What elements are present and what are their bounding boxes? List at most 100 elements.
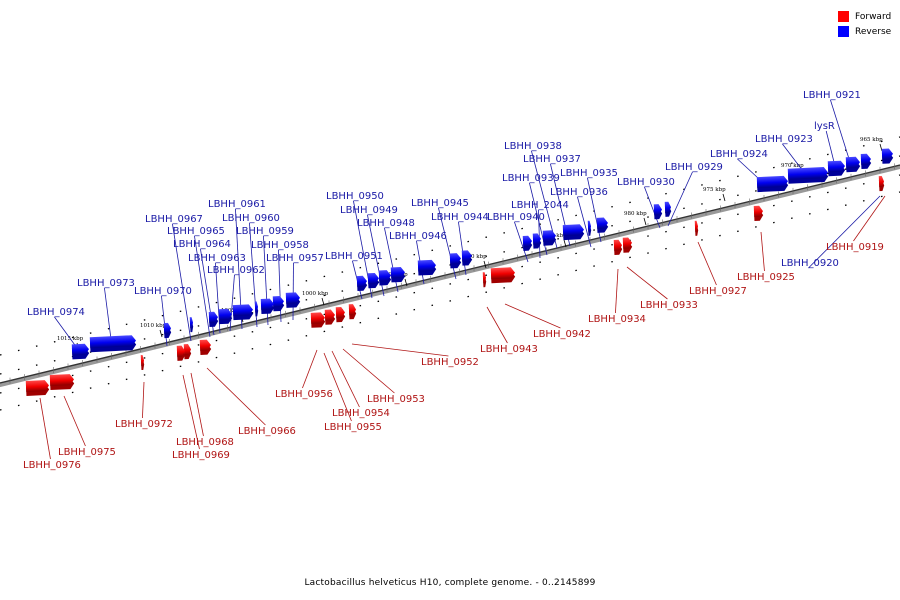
reverse-gene-label: LBHH_0939 xyxy=(502,173,560,184)
reverse-gene-label: LBHH_0959 xyxy=(236,226,294,237)
reverse-gene-feature[interactable] xyxy=(417,259,437,276)
reverse-gene-feature[interactable] xyxy=(189,317,194,333)
reverse-gene-label: LBHH_0921 xyxy=(803,90,861,101)
forward-gene-label: LBHH_0955 xyxy=(324,422,382,433)
reverse-gene-label: LBHH_0920 xyxy=(781,258,839,269)
reverse-gene-label: LBHH_0960 xyxy=(222,213,280,224)
reverse-gene-feature[interactable] xyxy=(827,160,846,177)
reverse-gene-feature[interactable] xyxy=(461,250,473,266)
tick-label: 1010 kbp xyxy=(140,323,167,329)
reverse-gene-feature[interactable] xyxy=(390,266,406,283)
forward-gene-feature[interactable] xyxy=(199,339,212,355)
forward-gene-feature[interactable] xyxy=(25,380,50,396)
reverse-gene-feature[interactable] xyxy=(232,304,254,321)
tick-marks xyxy=(9,163,895,384)
forward-gene-feature[interactable] xyxy=(183,344,192,360)
tick-label: 970 kbp xyxy=(781,163,804,169)
reverse-gene-feature[interactable] xyxy=(163,322,172,339)
legend-reverse: Reverse xyxy=(838,24,891,39)
reverse-gene-feature[interactable] xyxy=(208,311,219,327)
forward-gene-label: LBHH_0943 xyxy=(480,344,538,355)
reverse-gene-feature[interactable] xyxy=(664,201,672,217)
reverse-gene-label: LBHH_0958 xyxy=(251,240,309,251)
forward-gene-feature[interactable] xyxy=(613,239,623,255)
reverse-gene-feature[interactable] xyxy=(587,220,592,236)
reverse-gene-feature[interactable] xyxy=(378,270,392,286)
reverse-gene-label: LBHH_0930 xyxy=(617,177,675,188)
reverse-gene-label: LBHH_0935 xyxy=(560,168,618,179)
reverse-gene-label: LBHH_2044 xyxy=(511,200,569,211)
tick-label: 990 kbp xyxy=(464,254,487,260)
genome-axis xyxy=(0,164,900,387)
forward-gene-feature[interactable] xyxy=(694,220,699,236)
reverse-gene-feature[interactable] xyxy=(71,343,90,360)
legend: Forward Reverse xyxy=(838,9,891,39)
forward-gene-feature[interactable] xyxy=(622,237,633,253)
reverse-gene-label: LBHH_0965 xyxy=(167,226,225,237)
forward-swatch xyxy=(838,11,849,22)
reverse-gene-label: LBHH_0940 xyxy=(487,212,545,223)
forward-gene-feature[interactable] xyxy=(348,304,357,320)
forward-gene-feature[interactable] xyxy=(753,205,764,221)
reverse-gene-feature[interactable] xyxy=(218,308,233,325)
tick-label: 980 kbp xyxy=(624,211,647,217)
legend-reverse-label: Reverse xyxy=(855,26,892,37)
reverse-gene-feature[interactable] xyxy=(356,275,368,292)
reverse-gene-feature[interactable] xyxy=(532,233,542,249)
forward-gene-label: LBHH_0933 xyxy=(640,300,698,311)
forward-gene-label: LBHH_0976 xyxy=(23,460,81,471)
reverse-gene-feature[interactable] xyxy=(653,204,663,220)
reverse-gene-feature[interactable] xyxy=(787,167,829,184)
reverse-swatch xyxy=(838,26,849,37)
reverse-gene-feature[interactable] xyxy=(254,301,259,317)
forward-gene-label: LBHH_0966 xyxy=(238,426,296,437)
dotted-guides xyxy=(0,136,900,411)
reverse-gene-label: LBHH_0967 xyxy=(145,214,203,225)
reverse-gene-feature[interactable] xyxy=(272,295,285,312)
reverse-gene-label: LBHH_0949 xyxy=(340,205,398,216)
reverse-gene-feature[interactable] xyxy=(260,298,275,315)
forward-gene-label: LBHH_0952 xyxy=(421,357,479,368)
reverse-gene-feature[interactable] xyxy=(522,235,533,251)
forward-gene-label: LBHH_0953 xyxy=(367,394,425,405)
forward-gene-label: LBHH_0956 xyxy=(275,389,333,400)
reverse-gene-feature[interactable] xyxy=(285,292,301,308)
reverse-gene-label: LBHH_0963 xyxy=(188,253,246,264)
reverse-gene-feature[interactable] xyxy=(542,230,557,246)
forward-gene-feature[interactable] xyxy=(878,175,885,192)
forward-gene-feature[interactable] xyxy=(482,272,487,288)
forward-gene-feature[interactable] xyxy=(49,374,75,391)
reverse-gene-feature[interactable] xyxy=(860,153,872,169)
forward-gene-label: LBHH_0954 xyxy=(332,408,390,419)
reverse-gene-feature[interactable] xyxy=(845,156,861,173)
reverse-gene-feature[interactable] xyxy=(562,224,585,241)
gene-features xyxy=(25,148,894,396)
reverse-gene-label: LBHH_0974 xyxy=(27,307,85,318)
reverse-gene-feature[interactable] xyxy=(881,148,894,164)
reverse-gene-feature[interactable] xyxy=(89,335,137,353)
reverse-gene-label: LBHH_0964 xyxy=(173,239,231,250)
reverse-gene-feature[interactable] xyxy=(756,175,789,193)
forward-gene-feature[interactable] xyxy=(176,345,186,361)
reverse-gene-feature[interactable] xyxy=(449,253,462,269)
forward-gene-feature[interactable] xyxy=(310,312,326,328)
forward-gene-label: LBHH_0968 xyxy=(176,437,234,448)
legend-forward-label: Forward xyxy=(855,11,892,22)
forward-gene-feature[interactable] xyxy=(140,354,145,371)
reverse-gene-label: LBHH_0950 xyxy=(326,191,384,202)
forward-gene-feature[interactable] xyxy=(324,309,336,325)
forward-gene-label: LBHH_0919 xyxy=(826,242,884,253)
reverse-gene-feature[interactable] xyxy=(596,217,609,233)
reverse-gene-label: LBHH_0929 xyxy=(665,162,723,173)
reverse-gene-label: LBHH_0961 xyxy=(208,199,266,210)
forward-gene-feature[interactable] xyxy=(490,267,516,284)
reverse-gene-label: LBHH_0948 xyxy=(357,218,415,229)
tick-label: 965 kbp xyxy=(860,137,883,143)
reverse-gene-label: LBHH_0936 xyxy=(550,187,608,198)
forward-gene-feature[interactable] xyxy=(335,306,346,323)
reverse-gene-label: LBHH_0945 xyxy=(411,198,469,209)
reverse-gene-feature[interactable] xyxy=(367,272,380,289)
reverse-gene-label: LBHH_0946 xyxy=(389,231,447,242)
